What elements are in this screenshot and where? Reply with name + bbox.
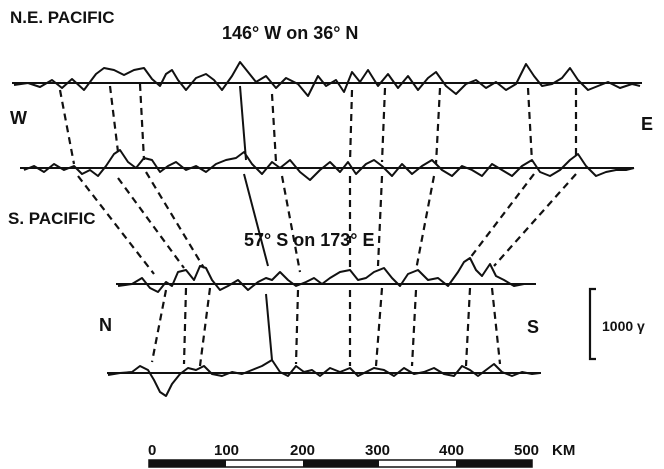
correlation-dashed <box>77 175 155 275</box>
anomaly-profiles <box>13 61 641 397</box>
correlation-dashed <box>150 289 168 363</box>
distance-scale: 0 100 200 300 400 500 KM <box>148 442 575 468</box>
correlation-solid-ne <box>239 85 247 161</box>
scale-tick-label: 400 <box>439 442 464 459</box>
region-bottom-coordinates: 57° S on 173° E <box>244 230 374 250</box>
correlation-dashed <box>58 89 76 165</box>
correlation-dashed <box>280 175 302 273</box>
west-direction-label: W <box>10 108 27 128</box>
region-top-coordinates: 146° W on 36° N <box>222 23 358 43</box>
correlation-dashed <box>198 287 212 367</box>
scale-tick-label: 100 <box>214 442 239 459</box>
correlation-dashed <box>348 89 354 163</box>
correlation-dashed <box>138 83 146 161</box>
profile-s-pacific-1 <box>117 257 534 293</box>
scale-tick-label: 0 <box>148 442 156 459</box>
profile-ne-pacific-2 <box>23 149 635 181</box>
scale-bar-segment <box>456 460 532 467</box>
scale-bar-segment <box>303 460 379 467</box>
amplitude-scale-bracket <box>588 287 596 361</box>
correlation-dashed <box>493 173 577 267</box>
correlation-dashed <box>182 287 188 365</box>
correlation-solid-sp <box>265 293 273 361</box>
dashed-correlation-lines <box>58 83 578 367</box>
scale-tick-label: 300 <box>365 442 390 459</box>
region-top-label: N.E. PACIFIC <box>10 8 115 27</box>
scale-tick-label: 500 <box>514 442 539 459</box>
scale-unit-label: KM <box>552 442 575 459</box>
north-direction-label: N <box>99 315 112 335</box>
correlation-dashed <box>376 175 384 267</box>
correlation-dashed <box>434 87 442 165</box>
correlation-dashed <box>108 85 120 153</box>
scale-tick-label: 200 <box>290 442 315 459</box>
east-direction-label: E <box>641 114 653 134</box>
correlation-dashed <box>270 93 278 163</box>
correlation-dashed <box>294 289 300 365</box>
correlation-solid-mid <box>243 173 269 267</box>
profile-s-pacific-2 <box>107 359 541 397</box>
correlation-dashed <box>374 287 384 367</box>
scale-bar-segment <box>149 460 226 467</box>
amplitude-scale-label: 1000 γ <box>602 318 645 334</box>
correlation-dashed <box>145 171 205 269</box>
correlation-dashed <box>490 287 502 365</box>
profile-ne-pacific-1 <box>13 61 641 97</box>
correlation-dashed <box>410 289 418 367</box>
correlation-dashed <box>464 287 472 367</box>
correlation-dashed <box>414 175 436 271</box>
correlation-dashed <box>380 87 387 163</box>
correlation-dashed <box>117 177 185 269</box>
solid-correlation-lines <box>239 85 273 361</box>
correlation-dashed <box>526 87 534 163</box>
south-direction-label: S <box>527 317 539 337</box>
region-bottom-label: S. PACIFIC <box>8 209 96 228</box>
correlation-dashed <box>469 173 535 259</box>
